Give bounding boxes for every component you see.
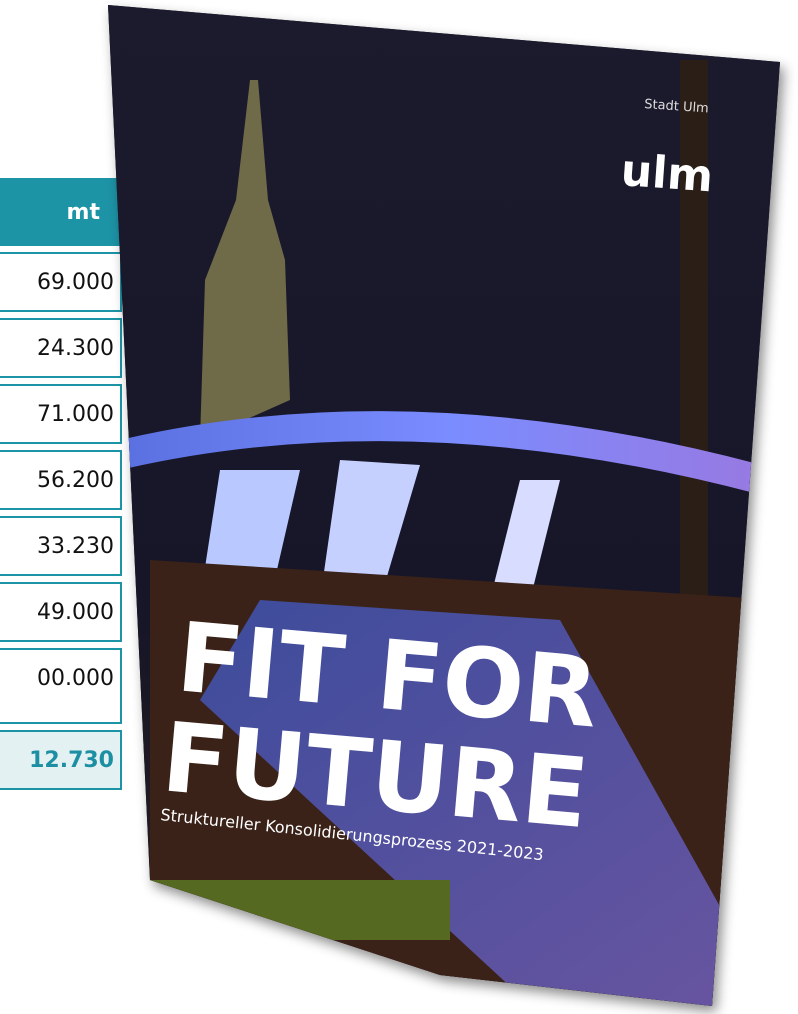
- table: mt 69.000 24.300 71.000 56.200 33.230 49.000 0…: [0, 178, 122, 790]
- table-cell: 24.300: [0, 318, 122, 378]
- table-header: mt: [0, 178, 122, 246]
- cover-art: [108, 5, 780, 1006]
- table-cell: 69.000: [0, 252, 122, 312]
- table-body: 69.000 24.300 71.000 56.200 33.230 49.000 00.0…: [0, 252, 122, 790]
- table-cell: 49.000: [0, 582, 122, 642]
- table-cell: 33.230: [0, 516, 122, 576]
- logo: ulm: [619, 145, 715, 202]
- table-cell: 12.730: [0, 730, 122, 790]
- table-cell: 00.000: [0, 648, 122, 724]
- publisher: Stadt Ulm: [644, 97, 709, 116]
- table-cell: 71.000: [0, 384, 122, 444]
- table-cell: 56.200: [0, 450, 122, 510]
